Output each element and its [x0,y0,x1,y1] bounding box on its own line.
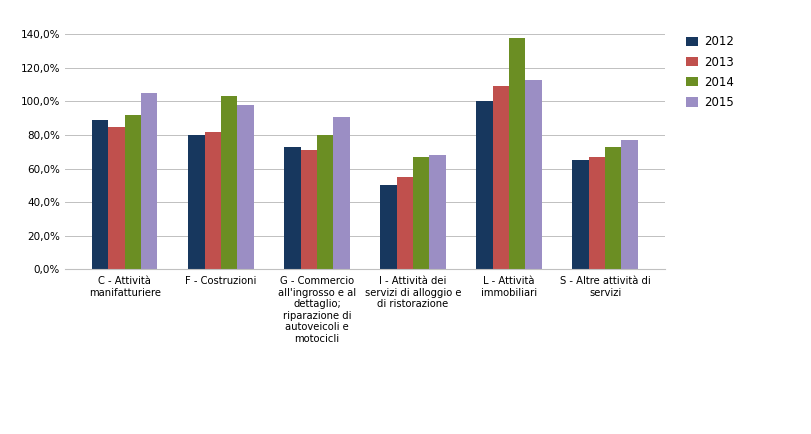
Bar [285,147,301,269]
Bar [301,150,317,269]
Bar [317,135,333,269]
Bar [333,117,350,269]
Bar [109,127,125,269]
Bar [573,160,589,269]
Bar [509,38,526,269]
Bar [237,105,254,269]
Bar [92,120,109,269]
Bar [429,155,445,269]
Bar [125,115,141,269]
Bar [141,93,157,269]
Bar [589,157,605,269]
Bar [221,96,237,269]
Bar [621,140,637,269]
Legend: 2012, 2013, 2014, 2015: 2012, 2013, 2014, 2015 [683,32,737,112]
Bar [605,147,621,269]
Bar [204,132,221,269]
Bar [397,177,413,269]
Bar [476,102,493,269]
Bar [413,157,429,269]
Bar [493,86,509,269]
Bar [188,135,204,269]
Bar [526,80,542,269]
Bar [380,185,397,269]
